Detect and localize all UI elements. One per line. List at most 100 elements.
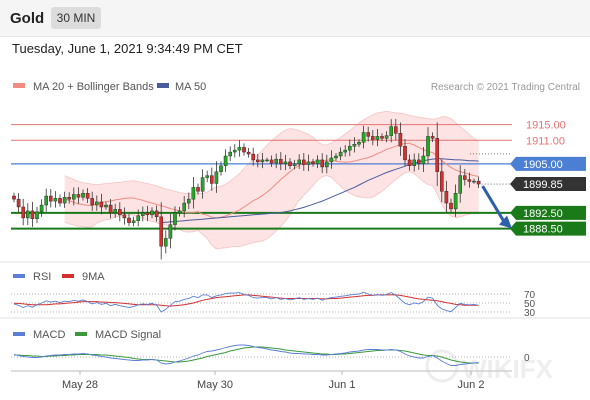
candle-body <box>219 165 223 172</box>
candle <box>398 122 403 156</box>
instrument-title: Gold <box>10 10 45 27</box>
candle <box>214 161 219 193</box>
candle <box>136 209 141 227</box>
main-legend: MA 20 + Bollinger Bands MA 50 <box>13 81 206 93</box>
candle-body <box>99 201 104 208</box>
ma20-legend-label: MA 20 + Bollinger Bands <box>33 81 154 93</box>
candle-body <box>44 195 48 206</box>
rsi-tick-50: 50 <box>524 299 536 310</box>
macd-legend-swatch <box>13 332 25 336</box>
level-tag-bg <box>510 221 586 236</box>
candle <box>274 153 279 169</box>
candle <box>16 193 21 213</box>
candle-body <box>343 149 348 153</box>
candle <box>325 154 329 174</box>
candle-body <box>71 194 76 200</box>
candle-body <box>232 149 237 153</box>
candle-body <box>154 210 159 218</box>
rsi-legend: RSI 9MA <box>13 271 105 283</box>
candle-body <box>62 196 67 204</box>
candle-body <box>122 214 127 219</box>
candle-body <box>306 161 311 165</box>
candle-body <box>338 151 343 157</box>
candle <box>430 132 435 142</box>
candle <box>251 147 256 166</box>
candle-body <box>288 161 292 167</box>
level-tag-bg <box>510 156 586 171</box>
candle-body <box>246 151 251 155</box>
candle <box>58 194 62 207</box>
level-tag-1905.00: 1905.00 <box>510 156 586 171</box>
candle <box>168 213 173 249</box>
candle <box>223 149 228 172</box>
rsi-tick-70: 70 <box>524 290 536 301</box>
candle <box>49 188 53 208</box>
candle-body <box>407 159 412 167</box>
candle-body <box>398 133 403 147</box>
candle <box>288 158 292 170</box>
macd-legend: MACD MACD Signal <box>13 329 161 341</box>
candle <box>269 155 274 168</box>
candle-body <box>214 171 219 184</box>
candle <box>177 206 182 217</box>
rsi-line <box>13 291 479 313</box>
level-tag-text: 1892.50 <box>523 208 563 220</box>
candle <box>150 207 154 219</box>
candle <box>90 191 94 212</box>
chart-header: Gold 30 MIN <box>0 0 590 37</box>
candle-body <box>256 159 260 163</box>
candle-body <box>315 159 320 165</box>
candle <box>35 206 39 224</box>
candle <box>453 184 458 217</box>
candle-body <box>435 138 440 172</box>
candle <box>21 198 26 226</box>
candle-body <box>127 217 131 223</box>
rsi-ma-legend-swatch <box>62 274 74 278</box>
bollinger-lower <box>64 171 479 250</box>
candle <box>467 172 472 188</box>
candle-body <box>26 210 30 219</box>
macd-legend-label: MACD <box>33 329 65 341</box>
rsi-tick-30: 30 <box>524 308 536 319</box>
candle <box>265 157 269 163</box>
candle-body <box>361 132 366 143</box>
candle <box>81 189 85 201</box>
candle <box>444 180 449 213</box>
candle <box>297 154 302 169</box>
candle <box>371 129 375 146</box>
candle-body <box>140 212 145 216</box>
macd-line <box>13 344 479 366</box>
candle-body <box>145 212 150 216</box>
timeframe-badge[interactable]: 30 MIN <box>51 7 101 29</box>
candle-body <box>117 209 122 216</box>
rsi-ma-legend-label: 9MA <box>82 271 105 283</box>
candle-body <box>228 151 233 157</box>
candle-body <box>467 179 472 182</box>
candle <box>94 195 99 211</box>
candle-body <box>223 155 228 167</box>
candle <box>85 188 90 203</box>
candle <box>219 161 223 176</box>
candle-body <box>81 193 85 198</box>
candle-body <box>53 198 58 202</box>
candle <box>228 146 233 162</box>
candle-body <box>131 220 136 223</box>
ma50-legend-label: MA 50 <box>175 81 206 93</box>
candle <box>426 127 430 165</box>
candle <box>53 191 58 208</box>
candle-body <box>90 198 94 206</box>
ma20-line <box>64 142 479 219</box>
candle <box>200 169 205 199</box>
macd-signal-legend-label: MACD Signal <box>95 329 161 341</box>
candle-body <box>444 191 449 204</box>
level-tag-bg <box>510 177 586 192</box>
level-label-1911.00: 1911.00 <box>526 135 565 147</box>
candle-body <box>412 159 417 167</box>
macd-tick-0: 0 <box>524 353 530 364</box>
candle-body <box>159 216 164 247</box>
candle-body <box>292 163 297 167</box>
candle <box>384 131 389 143</box>
candle-body <box>58 198 62 204</box>
candle <box>39 199 44 217</box>
candle-body <box>182 202 187 212</box>
